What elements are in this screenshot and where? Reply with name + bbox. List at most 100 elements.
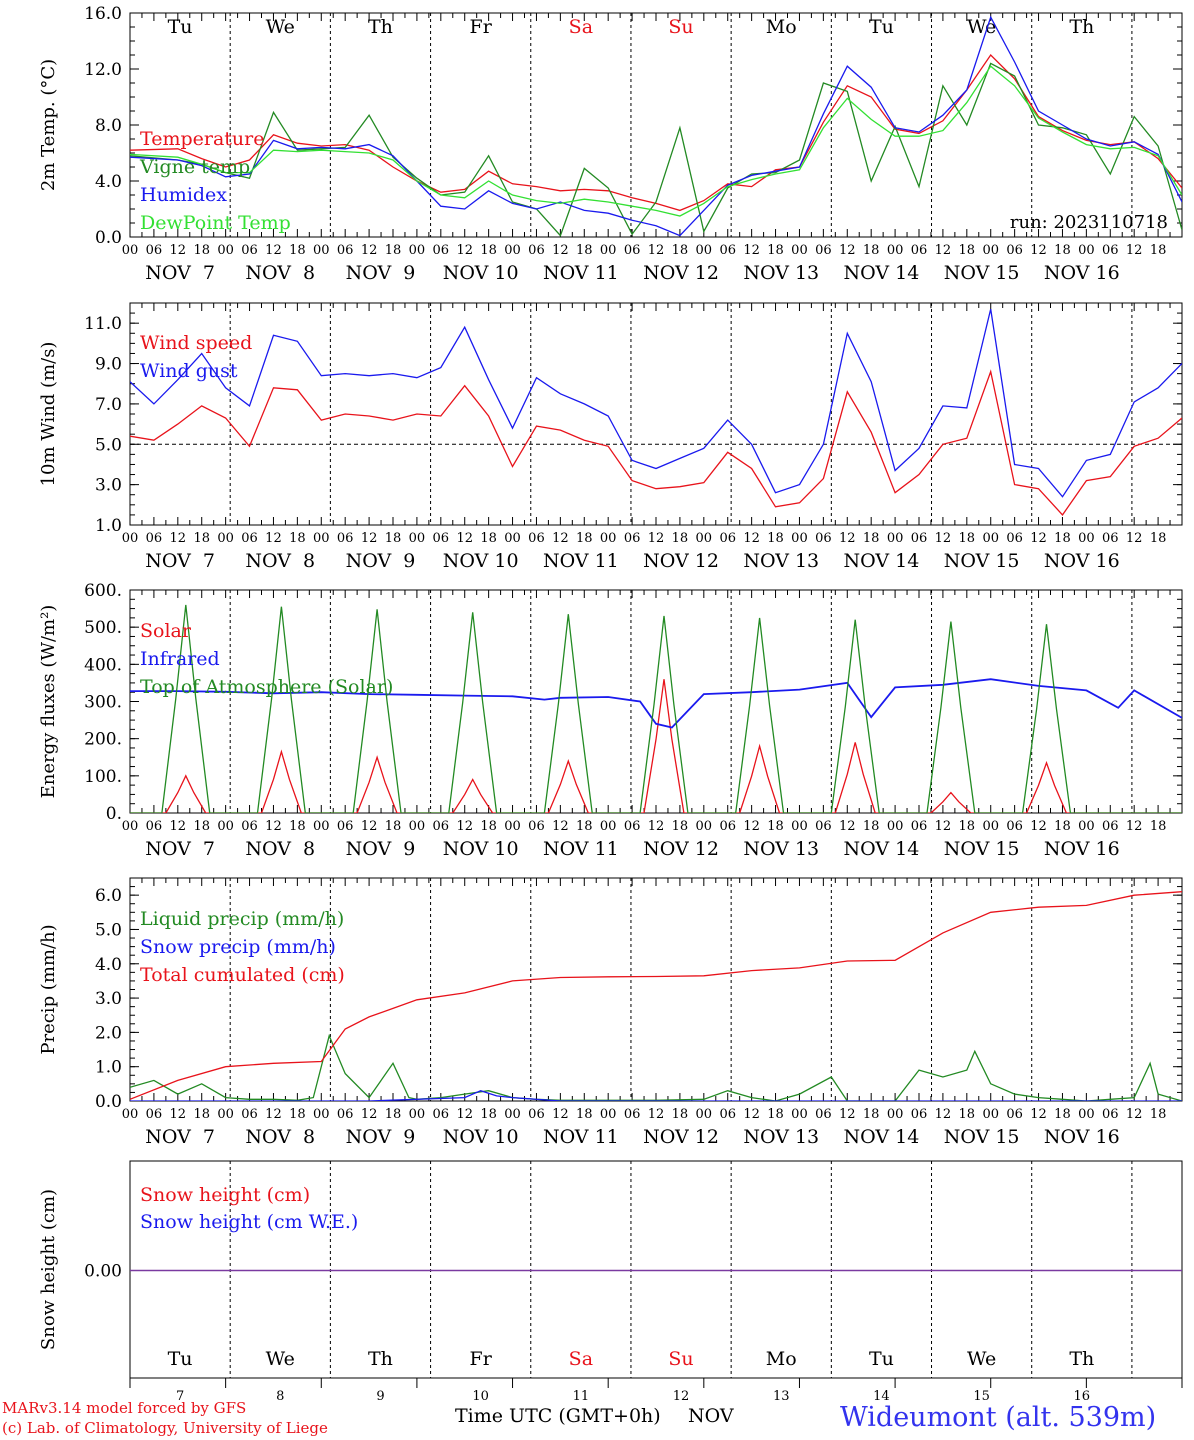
hour-label: 06 [528,243,545,258]
series-line-vigne-temp [130,62,1182,237]
hour-label: 06 [241,531,258,546]
hour-label: 12 [265,819,282,834]
month-label: NOV [688,1405,734,1427]
hour-label: 18 [385,819,402,834]
hour-label: 12 [1030,819,1047,834]
y-tick-label: 7.0 [95,395,122,415]
hour-label: 18 [480,819,497,834]
hour-label: 00 [696,1107,713,1122]
hour-label: 18 [576,243,593,258]
hour-label: 12 [1030,243,1047,258]
hour-label: 00 [600,819,617,834]
weekday-label: Tu [168,16,193,38]
hour-label: 06 [815,531,832,546]
hour-label: 00 [982,531,999,546]
legend-entry: Top of Atmosphere (Solar) [140,676,393,698]
hour-label: 00 [504,243,521,258]
day-number-label: 10 [472,1389,489,1404]
hour-label: 06 [241,819,258,834]
hour-label: 18 [767,531,784,546]
hour-label: 18 [863,243,880,258]
date-label: NOV 8 [245,262,315,284]
date-label: NOV 12 [643,1126,719,1148]
hour-label: 12 [1030,531,1047,546]
hour-label: 12 [552,243,569,258]
hour-label: 06 [1006,243,1023,258]
hour-label: 12 [743,243,760,258]
hour-label: 12 [648,1107,665,1122]
hour-label: 18 [193,531,210,546]
hour-label: 18 [1054,1107,1071,1122]
weekday-label: Tu [869,16,894,38]
date-label: NOV 11 [543,838,619,860]
date-label: NOV 9 [346,262,416,284]
hour-label: 06 [146,1107,163,1122]
hour-label: 12 [648,531,665,546]
hour-label: 00 [600,1107,617,1122]
plot-frame [129,589,1183,814]
date-label: NOV 16 [1044,1126,1120,1148]
y-axis-label: Energy fluxes (W/m²) [38,605,59,799]
hour-label: 06 [146,531,163,546]
day-number-label: 16 [1074,1389,1091,1404]
hour-label: 00 [217,531,234,546]
date-label: NOV 13 [743,1126,819,1148]
hour-label: 18 [959,1107,976,1122]
lab-credit: (c) Lab. of Climatology, University of L… [2,1419,328,1437]
series-line-infrared [130,678,1182,729]
hour-label: 00 [313,1107,330,1122]
hour-label: 18 [767,1107,784,1122]
date-label: NOV 8 [245,550,315,572]
day-number-label: 8 [276,1389,284,1404]
hour-label: 06 [624,531,641,546]
hour-label: 12 [1126,1107,1143,1122]
hour-label: 12 [361,819,378,834]
hour-label: 00 [313,243,330,258]
hour-label: 12 [552,531,569,546]
hour-label: 18 [1150,819,1167,834]
y-tick-label: 5.0 [95,435,122,455]
hour-label: 00 [887,1107,904,1122]
hour-label: 00 [791,243,808,258]
day-number-label: 15 [973,1389,990,1404]
date-label: NOV 13 [743,262,819,284]
y-tick-label: 0.0 [95,228,122,248]
hour-label: 00 [1078,243,1095,258]
y-tick-label: 9.0 [95,355,122,375]
weekday-label: We [967,1348,996,1370]
legend-entry: Snow precip (mm/h) [140,936,336,958]
series-group [130,308,1182,516]
hour-label: 00 [217,1107,234,1122]
panel-3: 00 06 12 18 00 06 12 18 00 06 12 18 00 06 12 18 00 06 12 18… [38,581,1183,860]
hour-label: 18 [959,531,976,546]
date-label: NOV 11 [543,550,619,572]
hour-label: 18 [863,1107,880,1122]
hour-label: 12 [743,819,760,834]
hour-label: 06 [1006,531,1023,546]
plot-frame [129,1160,1183,1379]
y-tick-label: 500. [84,618,122,638]
date-label: NOV 9 [346,838,416,860]
y-tick-label: 3.0 [95,476,122,496]
date-label: NOV 11 [543,262,619,284]
hour-label: 12 [170,243,187,258]
y-tick-label: 0. [106,804,122,824]
hour-label: 12 [1126,819,1143,834]
hour-label: 18 [1054,243,1071,258]
hour-label: 12 [265,1107,282,1122]
hour-label: 12 [456,531,473,546]
weekday-label: Th [1069,1348,1094,1370]
hour-label: 12 [1126,531,1143,546]
date-label: NOV 13 [743,838,819,860]
hour-label: 18 [289,1107,306,1122]
hour-label: 18 [672,243,689,258]
series-group [130,604,1182,813]
date-label: NOV 11 [543,1126,619,1148]
hour-label: 06 [1102,819,1119,834]
hour-label: 06 [433,243,450,258]
series-line-total-cumulated-cm- [130,891,1182,1100]
station-label: Wideumont (alt. 539m) [840,1402,1157,1433]
hour-label: 06 [624,243,641,258]
hour-label: 00 [982,243,999,258]
